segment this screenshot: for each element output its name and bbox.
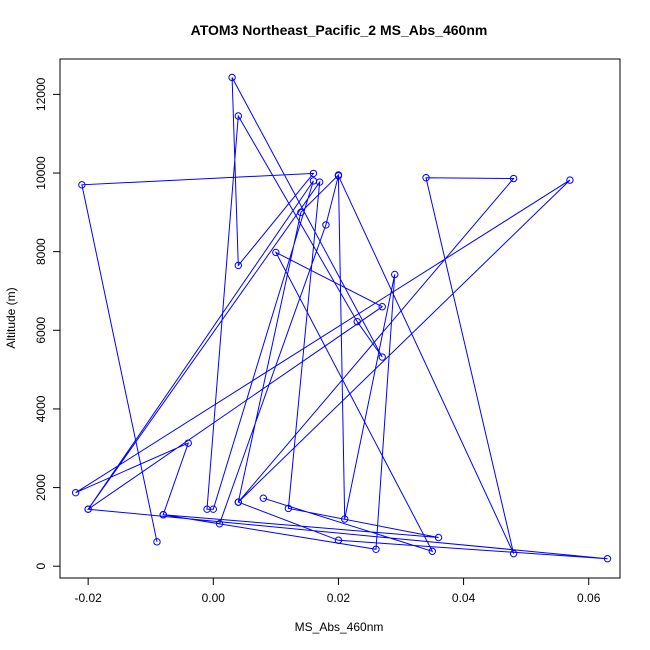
chart-title: ATOM3 Northeast_Pacific_2 MS_Abs_460nm — [191, 22, 488, 38]
data-point — [309, 169, 318, 178]
x-tick-label: -0.02 — [74, 591, 102, 605]
data-point — [509, 174, 518, 183]
x-tick-label: 0.06 — [577, 591, 601, 605]
data-point — [184, 439, 192, 447]
y-tick-label: 4000 — [34, 395, 48, 422]
data-point — [259, 494, 268, 502]
data-point — [378, 353, 386, 361]
x-tick-label: 0.04 — [452, 591, 476, 605]
data-point — [78, 181, 86, 189]
data-point — [378, 303, 386, 311]
data-point — [372, 545, 380, 553]
data-point — [234, 498, 243, 506]
y-tick-label: 8000 — [34, 238, 48, 265]
data-point — [272, 248, 280, 257]
data-point — [84, 505, 92, 513]
x-tick-label: 0.02 — [327, 591, 351, 605]
x-tick-label: 0.00 — [202, 591, 226, 605]
data-point — [215, 520, 224, 528]
data-point — [297, 208, 305, 217]
y-tick-label: 6000 — [34, 317, 48, 344]
data-point — [422, 174, 430, 182]
y-tick-label: 12000 — [34, 77, 48, 111]
y-tick-label: 2000 — [34, 474, 48, 501]
y-tick-label: 0 — [34, 563, 48, 570]
data-point — [603, 555, 612, 563]
data-point — [234, 112, 243, 120]
data-point — [334, 536, 343, 544]
data-point — [209, 505, 217, 513]
data-point — [340, 515, 349, 523]
y-ticks: 0 2000 4000 6000 8000 10000 12000 — [34, 77, 60, 570]
x-ticks: -0.02 0.00 0.02 0.04 0.06 — [74, 578, 601, 605]
data-point — [153, 538, 161, 546]
data-point — [315, 178, 324, 186]
series-line — [75, 77, 608, 560]
data-point — [284, 504, 293, 513]
data-point — [322, 221, 330, 229]
data-point — [434, 533, 443, 542]
data-point — [234, 261, 243, 270]
data-point — [428, 547, 436, 555]
data-point — [159, 510, 167, 519]
data-point — [71, 488, 80, 497]
data-point — [334, 171, 343, 179]
x-axis-label: MS_Abs_460nm — [295, 620, 384, 634]
data-point — [566, 176, 574, 184]
series-layer — [71, 73, 612, 563]
data-point — [509, 549, 518, 558]
y-axis-label: Altitude (m) — [4, 287, 18, 348]
data-point — [391, 270, 399, 279]
data-point — [353, 317, 361, 326]
data-point — [228, 73, 236, 82]
y-tick-label: 10000 — [34, 156, 48, 190]
plot-box — [59, 58, 621, 579]
